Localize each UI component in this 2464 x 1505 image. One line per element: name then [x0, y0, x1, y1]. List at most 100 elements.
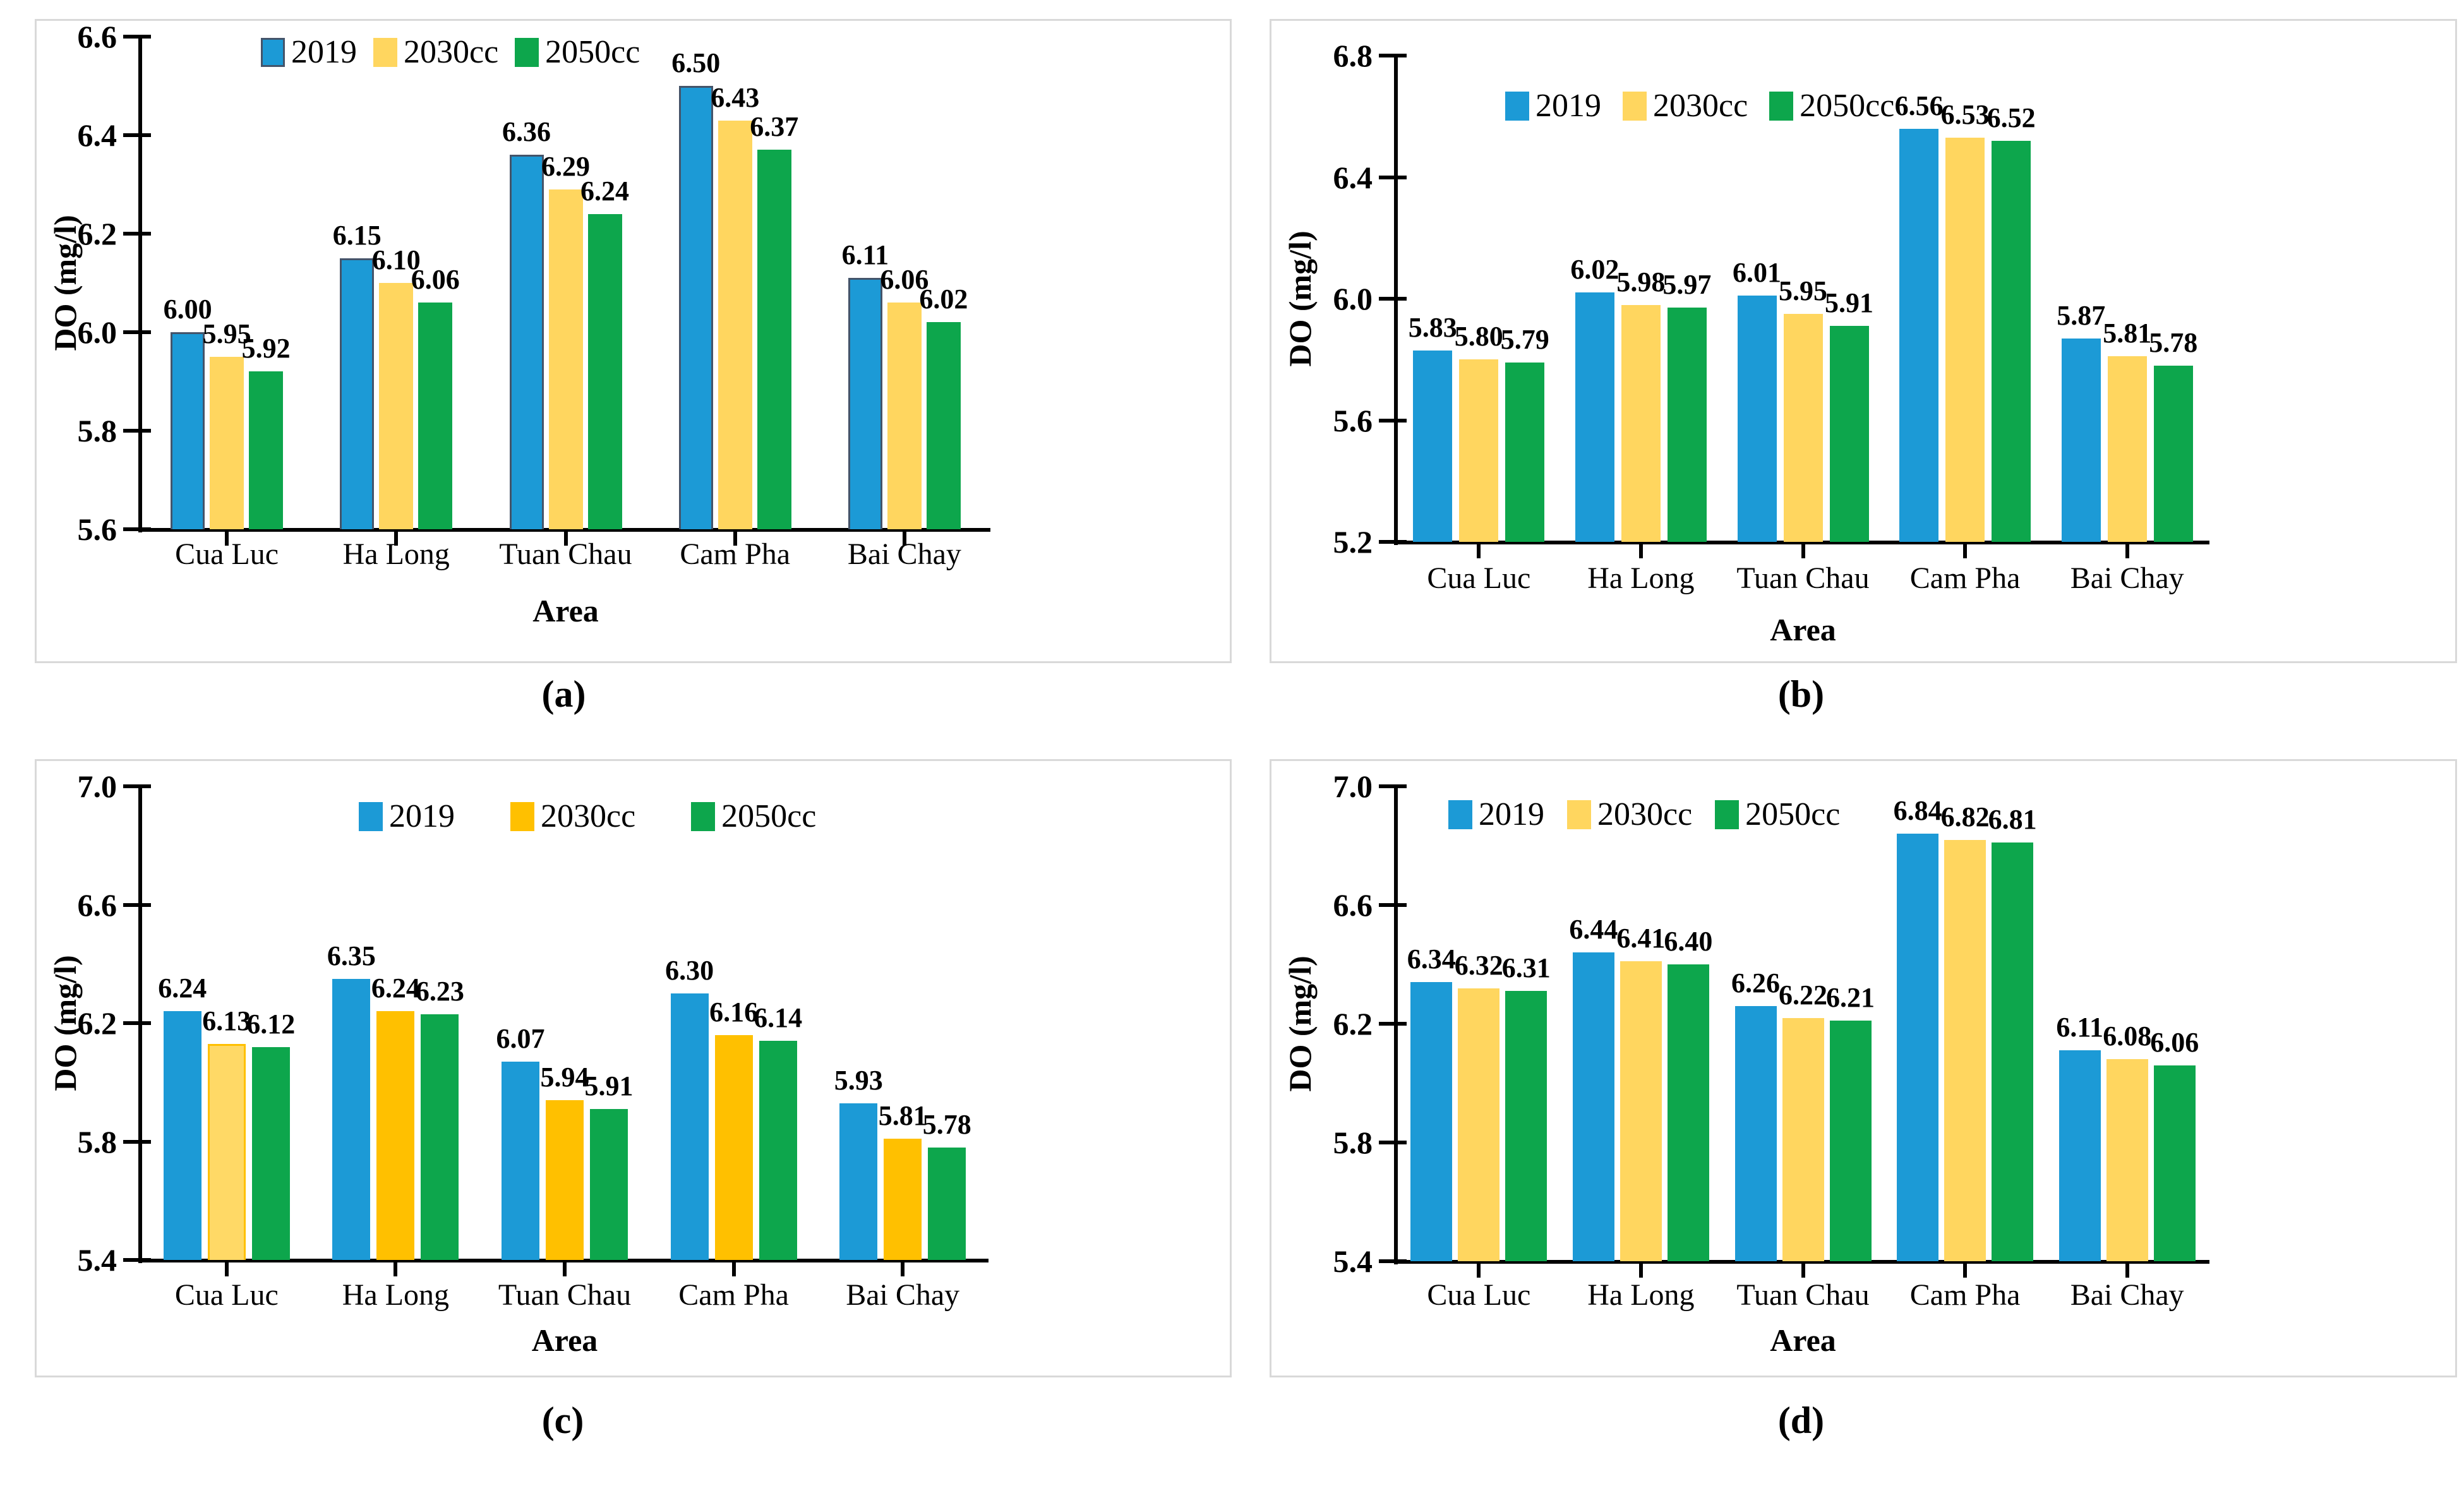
- bar-2050cc-ha-long: [421, 1014, 459, 1260]
- legend-label: 2019: [389, 798, 455, 834]
- x-tick-mark: [1801, 544, 1805, 558]
- legend-swatch-icon: [1769, 91, 1794, 121]
- bar-value-label: 6.22: [1779, 979, 1827, 1010]
- bar-value-label: 6.07: [496, 1022, 545, 1054]
- bar-2050cc-cam-pha: [759, 1041, 797, 1260]
- legend-label: 2050cc: [721, 798, 817, 834]
- bar-2019-bai-chay: [848, 278, 882, 529]
- y-tick-mark: [1379, 1259, 1407, 1263]
- bar-value-label: 6.56: [1894, 90, 1944, 121]
- bar-2030cc-cua-luc: [1458, 988, 1500, 1261]
- legend: 2019 2030cc 2050cc: [1448, 796, 1840, 833]
- bar-2050cc-bai-chay: [926, 322, 961, 529]
- legend-label: 2050cc: [1745, 796, 1841, 832]
- y-tick-label: 5.8: [77, 413, 117, 448]
- x-category-label: Ha Long: [1587, 561, 1695, 595]
- bar-value-label: 6.50: [671, 47, 721, 78]
- x-category-label: Cam Pha: [680, 537, 791, 571]
- x-axis-line: [138, 528, 990, 532]
- bar-2019-ha-long: [332, 978, 371, 1260]
- y-tick-mark: [1379, 903, 1407, 907]
- bar-value-label: 5.78: [2149, 327, 2198, 358]
- bar-value-label: 6.37: [750, 111, 799, 143]
- y-axis-line: [138, 35, 142, 532]
- bar-2030cc-cam-pha: [1944, 839, 1986, 1261]
- chart-panel-a: DO (mg/l) 5.6 5.8 6.0 6.2 6.4 6.6 Cua Luc 6.00 5.…: [35, 19, 1232, 663]
- bar-2050cc-bai-chay: [2153, 365, 2193, 542]
- bar-value-label: 6.29: [541, 150, 590, 182]
- y-tick-mark: [123, 35, 151, 39]
- y-tick-label: 6.8: [1333, 38, 1373, 73]
- y-tick-mark: [1379, 54, 1407, 57]
- chart-panel-d: DO (mg/l) 5.4 5.8 6.2 6.6 7.0 Cua Luc 6.34 6.32 6…: [1270, 759, 2457, 1377]
- bar-2030cc-tuan-chau: [548, 189, 583, 529]
- bar-value-label: 5.94: [540, 1061, 589, 1093]
- y-tick-label: 5.4: [1333, 1244, 1373, 1279]
- bar-2030cc-cam-pha: [714, 1034, 753, 1260]
- bar-2019-ha-long: [340, 258, 375, 529]
- legend-item-2030cc: 2030cc: [373, 33, 498, 71]
- legend: 2019 2030cc 2050cc: [1505, 87, 1894, 124]
- legend-swatch-icon: [373, 37, 397, 67]
- chart-panel-b: DO (mg/l) 5.2 5.6 6.0 6.4 6.8 Cua Luc 5.83 5.80 5…: [1270, 19, 2457, 663]
- bar-value-label: 6.52: [1986, 102, 2036, 133]
- y-tick-label: 5.8: [1333, 1125, 1373, 1160]
- legend-label: 2050cc: [545, 34, 640, 70]
- bar-2019-tuan-chau: [509, 155, 544, 529]
- y-tick-label: 7.0: [1333, 769, 1373, 804]
- legend-swatch-icon: [1715, 800, 1740, 829]
- x-category-label: Tuan Chau: [1736, 561, 1870, 595]
- bar-value-label: 6.11: [2056, 1012, 2103, 1043]
- x-category-label: Cam Pha: [1909, 1278, 2021, 1312]
- bar-value-label: 6.26: [1731, 967, 1780, 998]
- y-tick-mark: [1379, 175, 1407, 179]
- x-category-label: Bai Chay: [847, 537, 961, 571]
- bar-value-label: 5.81: [2103, 318, 2152, 349]
- bar-2019-cua-luc: [171, 332, 205, 529]
- bar-value-label: 5.78: [922, 1108, 971, 1140]
- legend-swatch-icon: [1623, 91, 1647, 121]
- x-category-label: Ha Long: [1587, 1278, 1695, 1312]
- x-tick-mark: [902, 532, 906, 546]
- bar-value-label: 6.84: [1893, 795, 1942, 827]
- bar-value-label: 6.15: [332, 220, 382, 251]
- bar-2050cc-cua-luc: [249, 371, 284, 529]
- x-category-label: Ha Long: [342, 537, 450, 571]
- bar-value-label: 5.91: [1825, 287, 1873, 319]
- legend-item-2050cc: 2050cc: [1769, 87, 1894, 124]
- x-tick-mark: [1638, 544, 1643, 558]
- y-tick-label: 6.4: [1333, 159, 1373, 195]
- bar-2030cc-bai-chay: [2106, 1059, 2148, 1261]
- bar-2019-ha-long: [1575, 292, 1614, 542]
- bar-2030cc-bai-chay: [887, 303, 922, 529]
- bar-2030cc-ha-long: [1620, 961, 1662, 1261]
- bar-value-label: 5.80: [1454, 321, 1503, 352]
- legend-swatch-icon: [1505, 91, 1529, 121]
- x-axis-line: [1394, 541, 2209, 544]
- x-axis-title: Area: [1770, 1322, 1836, 1358]
- bar-value-label: 6.23: [415, 975, 464, 1007]
- bar-value-label: 6.10: [371, 244, 421, 275]
- bar-2030cc-tuan-chau: [546, 1100, 584, 1260]
- x-tick-mark: [225, 532, 229, 546]
- x-tick-mark: [1963, 1264, 1968, 1278]
- chart-panel-c: DO (mg/l) 5.4 5.8 6.2 6.6 7.0 Cua Luc 6.24 6.13 6…: [35, 759, 1232, 1377]
- y-tick-mark: [123, 232, 151, 236]
- bar-value-label: 5.91: [584, 1070, 634, 1101]
- bar-value-label: 6.24: [158, 973, 207, 1004]
- y-axis-line: [1394, 784, 1398, 1264]
- x-tick-mark: [731, 1262, 736, 1276]
- y-tick-label: 6.2: [77, 216, 117, 251]
- x-axis-title: Area: [532, 593, 599, 628]
- x-tick-mark: [2125, 1264, 2129, 1278]
- bar-value-label: 6.40: [1664, 926, 1713, 957]
- bar-2019-cua-luc: [163, 1011, 201, 1260]
- bar-2019-bai-chay: [839, 1103, 878, 1260]
- bar-2030cc-cam-pha: [718, 120, 752, 529]
- bar-2050cc-tuan-chau: [590, 1108, 628, 1260]
- y-tick-mark: [1379, 418, 1407, 423]
- y-tick-label: 6.4: [77, 117, 117, 153]
- panel-caption-a: (a): [541, 673, 586, 715]
- bar-value-label: 6.53: [1940, 99, 1990, 130]
- bar-value-label: 6.81: [1988, 804, 2037, 836]
